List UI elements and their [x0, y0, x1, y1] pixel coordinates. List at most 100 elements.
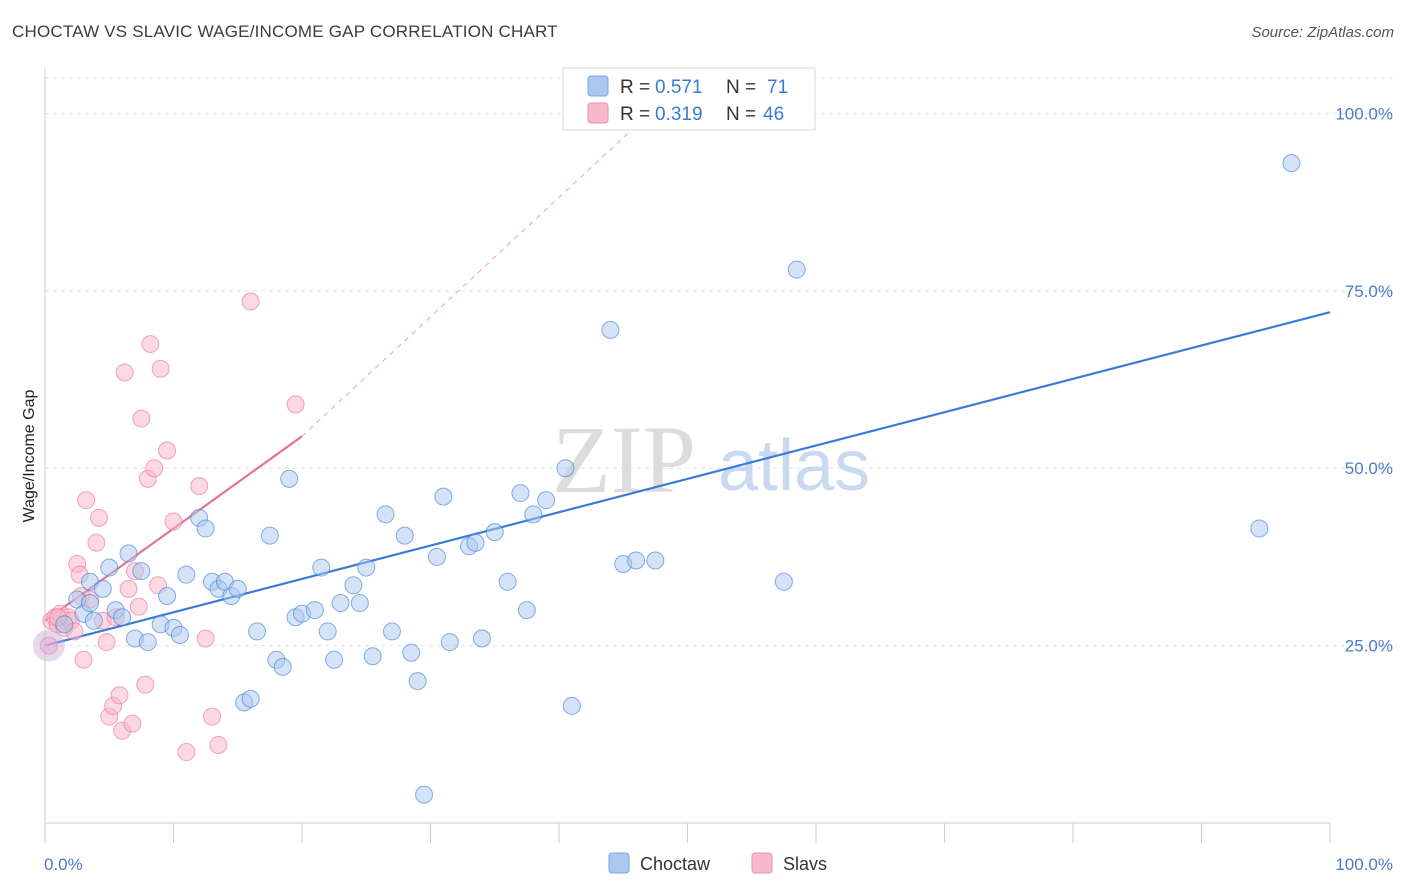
slavs-point-cluster: [32, 629, 65, 662]
choctaw-point: [601, 320, 620, 339]
choctaw-point: [627, 551, 646, 570]
slavs-point: [158, 441, 177, 460]
bottom-legend-choctaw-swatch: [608, 852, 630, 874]
slavs-point: [136, 675, 155, 694]
y-tick-label-100: 100.0%: [1335, 104, 1393, 123]
choctaw-point: [138, 633, 157, 652]
choctaw-trendline: [44, 311, 1331, 647]
choctaw-point: [434, 487, 453, 506]
choctaw-point: [485, 523, 504, 542]
slavs-point: [190, 476, 209, 495]
choctaw-point: [774, 572, 793, 591]
y-tick-label-75: 75.0%: [1345, 282, 1393, 301]
choctaw-point: [113, 608, 132, 627]
watermark-atlas: atlas: [718, 426, 870, 506]
slavs-point: [110, 686, 129, 705]
bottom-legend-slavs-swatch: [751, 852, 773, 874]
x-tick-labels: 0.0% 100.0%: [44, 855, 1393, 874]
choctaw-point: [350, 594, 369, 613]
choctaw-point: [331, 594, 350, 613]
slavs-point: [39, 636, 58, 655]
choctaw-point: [511, 484, 530, 503]
choctaw-point: [415, 785, 434, 804]
slavs-trend-extension: [301, 77, 688, 437]
slavs-point: [209, 735, 228, 754]
slavs-point: [145, 459, 164, 478]
choctaw-trend-line: [44, 311, 1331, 647]
watermark-zip: ZIP: [552, 406, 696, 513]
y-tick-label-50: 50.0%: [1345, 459, 1393, 478]
slavs-point: [286, 395, 305, 414]
choctaw-point: [318, 622, 337, 641]
choctaw-point: [440, 633, 459, 652]
choctaw-n-value: 71: [767, 77, 788, 98]
choctaw-n-label: N =: [726, 77, 756, 98]
choctaw-point: [273, 657, 292, 676]
slavs-point: [196, 629, 215, 648]
choctaw-point: [466, 533, 485, 552]
choctaw-point: [1282, 154, 1301, 173]
y-axis-label: Wage/Income Gap: [21, 390, 38, 523]
choctaw-point: [402, 643, 421, 662]
slavs-n-label: N =: [726, 104, 756, 125]
choctaw-r-label: R =: [620, 77, 650, 98]
chart-title: CHOCTAW VS SLAVIC WAGE/INCOME GAP CORREL…: [12, 22, 558, 41]
slavs-point: [115, 363, 134, 382]
choctaw-point: [260, 526, 279, 545]
slavs-point: [151, 359, 170, 378]
source-credit: Source: ZipAtlas.com: [1251, 24, 1394, 41]
slavs-point: [77, 491, 96, 510]
choctaw-point: [556, 459, 575, 478]
choctaw-point: [395, 526, 414, 545]
choctaw-point: [427, 547, 446, 566]
choctaw-point: [177, 565, 196, 584]
slavs-point: [87, 533, 106, 552]
slavs-point: [177, 743, 196, 762]
choctaw-point: [787, 260, 806, 279]
choctaw-point: [382, 622, 401, 641]
choctaw-r-value: 0.571: [655, 77, 703, 98]
y-tick-labels: 25.0% 50.0% 75.0% 100.0%: [1335, 104, 1393, 655]
choctaw-point: [1250, 519, 1269, 538]
choctaw-point: [196, 519, 215, 538]
choctaw-point: [93, 579, 112, 598]
choctaw-point: [646, 551, 665, 570]
choctaw-point: [119, 544, 138, 563]
choctaw-point: [498, 572, 517, 591]
x-tick-label-min: 0.0%: [44, 855, 83, 874]
choctaw-point: [305, 601, 324, 620]
bottom-legend: Choctaw Slavs: [608, 852, 827, 874]
slavs-r-value: 0.319: [655, 104, 703, 125]
choctaw-point: [357, 558, 376, 577]
choctaw-point: [562, 696, 581, 715]
choctaw-point: [524, 505, 543, 524]
slavs-r-label: R =: [620, 104, 650, 125]
choctaw-point: [312, 558, 331, 577]
slavs-point: [123, 714, 142, 733]
slavs-point: [74, 650, 93, 669]
choctaw-point: [280, 469, 299, 488]
x-tick-label-max: 100.0%: [1335, 855, 1393, 874]
slavs-trendline: [44, 77, 688, 622]
choctaw-point: [537, 491, 556, 510]
slavs-point: [89, 508, 108, 527]
choctaw-point: [408, 672, 427, 691]
choctaw-points: [55, 154, 1301, 804]
choctaw-point: [84, 611, 103, 630]
choctaw-point: [376, 505, 395, 524]
slavs-points: [32, 292, 305, 762]
slavs-point: [164, 512, 183, 531]
slavs-point: [203, 707, 222, 726]
choctaw-point: [158, 586, 177, 605]
slavs-point: [241, 292, 260, 311]
slavs-point: [119, 579, 138, 598]
gridlines: [45, 77, 1393, 647]
choctaw-point: [517, 601, 536, 620]
choctaw-point: [228, 579, 247, 598]
axes: [44, 68, 1331, 843]
watermark: ZIP atlas: [552, 406, 870, 513]
choctaw-point: [100, 558, 119, 577]
choctaw-point: [363, 647, 382, 666]
slavs-n-value: 46: [763, 104, 784, 125]
